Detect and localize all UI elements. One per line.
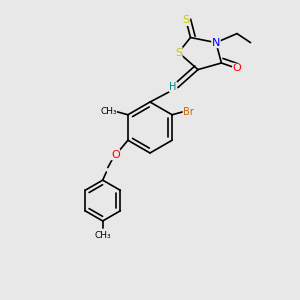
Text: Br: Br bbox=[183, 107, 194, 117]
Text: O: O bbox=[107, 107, 116, 117]
Text: O: O bbox=[111, 150, 120, 160]
Text: S: S bbox=[182, 15, 190, 26]
Text: O: O bbox=[232, 63, 242, 74]
Text: H: H bbox=[169, 82, 177, 92]
Text: CH₃: CH₃ bbox=[100, 107, 117, 116]
Text: S: S bbox=[175, 47, 182, 58]
Text: N: N bbox=[212, 38, 220, 48]
Text: CH₃: CH₃ bbox=[94, 230, 111, 239]
